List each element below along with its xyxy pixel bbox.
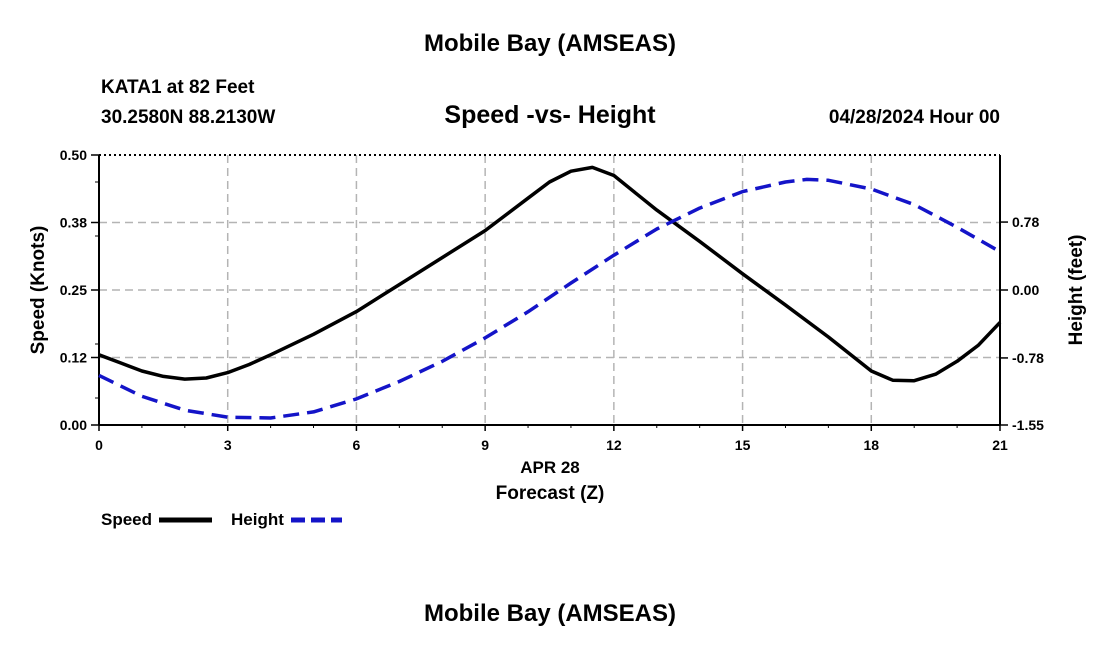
x-tick-label: 3 <box>224 437 232 453</box>
height-series-line <box>98 177 1001 420</box>
forecast-date: 04/28/2024 Hour 00 <box>828 107 1000 128</box>
y2-tick-label: 0.78 <box>1012 214 1039 230</box>
y2-tick-label: -0.78 <box>1012 350 1044 366</box>
y-tick-label: 0.12 <box>60 350 87 366</box>
plot-title: Speed -vs- Height <box>444 101 656 129</box>
speed-series-line <box>98 165 1002 383</box>
x-axis-date: APR 28 <box>520 458 580 477</box>
footer-title: Mobile Bay (AMSEAS) <box>423 600 677 627</box>
y-axis-label: Speed (Knots) <box>28 226 49 355</box>
x-axis-label: Forecast (Z) <box>495 483 605 504</box>
main-title: Mobile Bay (AMSEAS) <box>423 30 677 57</box>
legend-height-label: Height <box>231 510 284 529</box>
x-tick-label: 9 <box>481 437 489 453</box>
y2-tick-label: 0.00 <box>1012 282 1039 298</box>
y2-axis-label: Height (feet) <box>1066 235 1087 346</box>
station-coordinates: 30.2580N 88.2130W <box>101 107 276 128</box>
y-tick-label: 0.25 <box>60 282 87 298</box>
station-name: KATA1 at 82 Feet <box>101 77 255 98</box>
x-tick-label: 0 <box>95 437 103 453</box>
y-tick-label: 0.50 <box>60 147 87 163</box>
y-tick-label: 0.38 <box>60 215 87 231</box>
x-tick-label: 15 <box>735 437 751 453</box>
x-tick-label: 18 <box>863 437 879 453</box>
legend-speed-label: Speed <box>101 510 153 529</box>
x-tick-label: 6 <box>353 437 361 453</box>
x-tick-label: 21 <box>992 437 1008 453</box>
y-tick-label: 0.00 <box>60 417 87 433</box>
y2-tick-label: -1.55 <box>1012 417 1044 433</box>
x-tick-label: 12 <box>606 437 622 453</box>
